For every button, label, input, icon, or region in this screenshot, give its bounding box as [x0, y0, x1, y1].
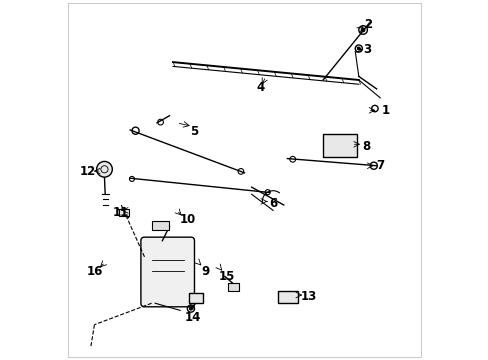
Text: 11: 11 — [113, 206, 129, 219]
Bar — [151, 221, 169, 230]
Text: 12: 12 — [79, 165, 95, 177]
Bar — [323, 134, 356, 157]
Text: 4: 4 — [256, 81, 264, 94]
Text: 9: 9 — [201, 265, 209, 278]
Text: 16: 16 — [86, 265, 102, 278]
Circle shape — [361, 28, 364, 32]
Text: 5: 5 — [190, 125, 198, 138]
Bar — [189, 293, 203, 303]
Bar — [278, 291, 298, 303]
Text: 6: 6 — [268, 197, 277, 210]
Text: 2: 2 — [363, 18, 371, 31]
Text: 10: 10 — [179, 213, 195, 226]
Bar — [228, 283, 239, 291]
Text: 13: 13 — [300, 289, 316, 303]
Text: 15: 15 — [218, 270, 234, 283]
FancyBboxPatch shape — [141, 237, 194, 307]
Text: 14: 14 — [184, 311, 201, 324]
Text: 1: 1 — [381, 104, 389, 117]
Text: 7: 7 — [375, 159, 384, 172]
Text: 3: 3 — [363, 43, 371, 56]
Circle shape — [357, 47, 360, 50]
Circle shape — [97, 161, 112, 177]
Text: 8: 8 — [361, 140, 369, 153]
Circle shape — [189, 307, 192, 310]
Bar — [119, 208, 128, 216]
